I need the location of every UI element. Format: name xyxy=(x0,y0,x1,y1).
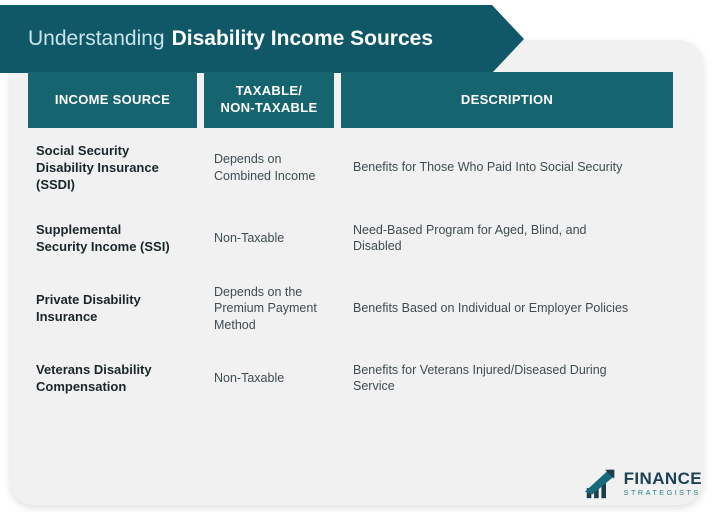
bar-chart-arrow-icon xyxy=(584,469,614,499)
cell-source-ssi: Supplemental Security Income (SSI) xyxy=(36,222,170,255)
cell-source-veterans: Veterans Disability Compensation xyxy=(36,362,152,395)
logo-name: FINANCE xyxy=(623,469,702,489)
cell-taxable-veterans: Non-Taxable xyxy=(214,371,285,386)
page-title-emphasis: Disability Income Sources xyxy=(171,27,434,50)
cell-source-ssdi: Social Security Disability Insurance (SS… xyxy=(36,143,159,193)
cell-description-veterans: Benefits for Veterans Injured/Diseased D… xyxy=(353,362,607,394)
cell-description-ssi: Need-Based Program for Aged, Blind, and … xyxy=(353,222,587,254)
income-sources-table: INCOME SOURCE TAXABLE/ NON-TAXABLE DESCR… xyxy=(28,72,673,409)
cell-taxable-private: Depends on the Premium Payment Method xyxy=(214,284,317,332)
cell-description-ssdi: Benefits for Those Who Paid Into Social … xyxy=(353,160,623,175)
table-header-description: DESCRIPTION xyxy=(341,72,673,128)
logo-text: FINANCE STRATEGISTS xyxy=(624,470,702,496)
cell-source-private: Private Disability Insurance xyxy=(36,292,141,325)
cell-description-private: Benefits Based on Individual or Employer… xyxy=(353,301,629,316)
cell-taxable-ssi: Non-Taxable xyxy=(214,231,285,246)
table-header-income-source: INCOME SOURCE xyxy=(28,72,197,128)
title-banner: Understanding Disability Income Sources xyxy=(0,5,524,73)
finance-strategists-logo: FINANCE STRATEGISTS xyxy=(584,467,702,500)
cell-taxable-ssdi: Depends on Combined Income xyxy=(214,152,316,183)
logo-tagline: STRATEGISTS xyxy=(623,488,701,498)
table-header-taxable: TAXABLE/ NON-TAXABLE xyxy=(204,72,334,128)
page-title-prefix: Understanding xyxy=(28,27,165,50)
